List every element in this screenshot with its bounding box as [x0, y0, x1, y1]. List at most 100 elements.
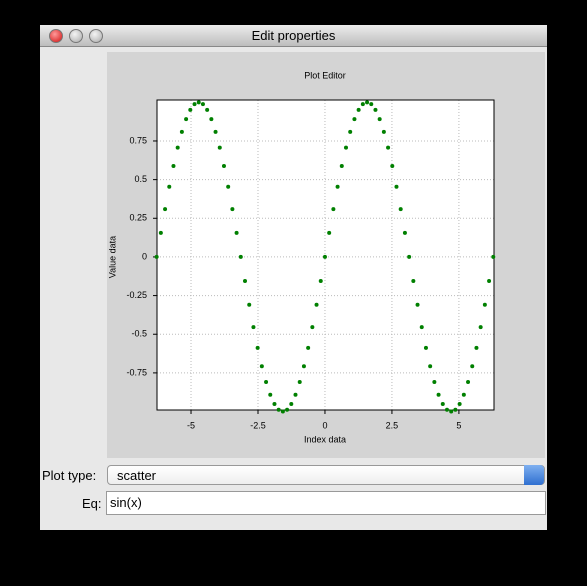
point	[154, 254, 159, 259]
y-tick-label: 0.75	[129, 135, 147, 145]
point	[377, 117, 382, 122]
point	[251, 325, 256, 330]
minimize-button[interactable]	[69, 29, 83, 43]
point	[411, 279, 416, 284]
point	[234, 230, 239, 235]
point	[487, 279, 492, 284]
point	[276, 407, 281, 412]
point	[394, 184, 399, 189]
point	[268, 392, 273, 397]
point	[318, 279, 323, 284]
point	[428, 364, 433, 369]
point	[398, 207, 403, 212]
plot-panel: Plot Editor Index data Value data -5 -2.5…	[107, 52, 545, 458]
y-tick-label: 0.5	[134, 174, 147, 184]
point	[470, 364, 475, 369]
point	[322, 254, 327, 259]
point	[301, 364, 306, 369]
point	[407, 254, 412, 259]
y-tick-label: 0.25	[129, 213, 147, 223]
title-bar: Edit properties	[40, 25, 547, 47]
point	[171, 164, 176, 169]
point	[297, 380, 302, 385]
point	[373, 107, 378, 112]
point	[179, 129, 184, 134]
select-arrow	[524, 465, 544, 485]
point	[402, 230, 407, 235]
point	[285, 407, 290, 412]
eq-value: sin(x)	[110, 495, 142, 510]
point	[466, 380, 471, 385]
point	[365, 100, 370, 105]
x-axis-label: Index data	[304, 434, 346, 444]
eq-label: Eq:	[82, 496, 102, 511]
point	[163, 207, 168, 212]
point	[369, 102, 374, 107]
point	[440, 401, 445, 406]
point	[386, 145, 391, 150]
x-tick-label: 2.5	[386, 420, 399, 430]
point	[259, 364, 264, 369]
point	[449, 409, 454, 414]
x-tick-label: -2.5	[250, 420, 266, 430]
y-axis-label: Value data	[107, 236, 117, 278]
point	[474, 345, 479, 350]
point	[444, 407, 449, 412]
point	[184, 117, 189, 122]
y-tick-label: -0.75	[126, 367, 147, 377]
y-tick-label: -0.5	[131, 329, 147, 339]
point	[293, 392, 298, 397]
point	[343, 145, 348, 150]
x-tick-label: 5	[456, 420, 461, 430]
x-tick-label: 0	[322, 420, 327, 430]
point	[230, 207, 235, 212]
point	[381, 129, 386, 134]
point	[243, 279, 248, 284]
point	[390, 164, 395, 169]
point	[306, 345, 311, 350]
point	[457, 401, 462, 406]
point	[272, 401, 277, 406]
point	[314, 302, 319, 307]
plot-area	[157, 100, 494, 410]
point	[175, 145, 180, 150]
point	[478, 325, 483, 330]
y-tick-label: 0	[142, 251, 147, 261]
plot-type-select[interactable]: scatter	[107, 465, 545, 485]
point	[209, 117, 214, 122]
point	[348, 129, 353, 134]
window: Edit properties Plot Editor Index data V…	[40, 25, 547, 530]
close-button[interactable]	[49, 29, 63, 43]
point	[200, 102, 205, 107]
point	[205, 107, 210, 112]
point	[167, 184, 172, 189]
point	[432, 380, 437, 385]
point	[339, 164, 344, 169]
point	[310, 325, 315, 330]
point	[213, 129, 218, 134]
point	[360, 102, 365, 107]
point	[419, 325, 424, 330]
point	[352, 117, 357, 122]
point	[217, 145, 222, 150]
point	[158, 230, 163, 235]
point	[331, 207, 336, 212]
plot-type-value: scatter	[117, 468, 157, 483]
point	[221, 164, 226, 169]
point	[482, 302, 487, 307]
zoom-button[interactable]	[89, 29, 103, 43]
point	[289, 401, 294, 406]
point	[226, 184, 231, 189]
eq-input[interactable]: sin(x)	[106, 491, 546, 515]
point	[247, 302, 252, 307]
point	[238, 254, 243, 259]
point	[453, 407, 458, 412]
point	[280, 409, 285, 414]
point	[188, 107, 193, 112]
point	[356, 107, 361, 112]
point	[415, 302, 420, 307]
plot-type-label: Plot type:	[42, 468, 97, 483]
x-tick-label: -5	[187, 420, 195, 430]
point	[264, 380, 269, 385]
